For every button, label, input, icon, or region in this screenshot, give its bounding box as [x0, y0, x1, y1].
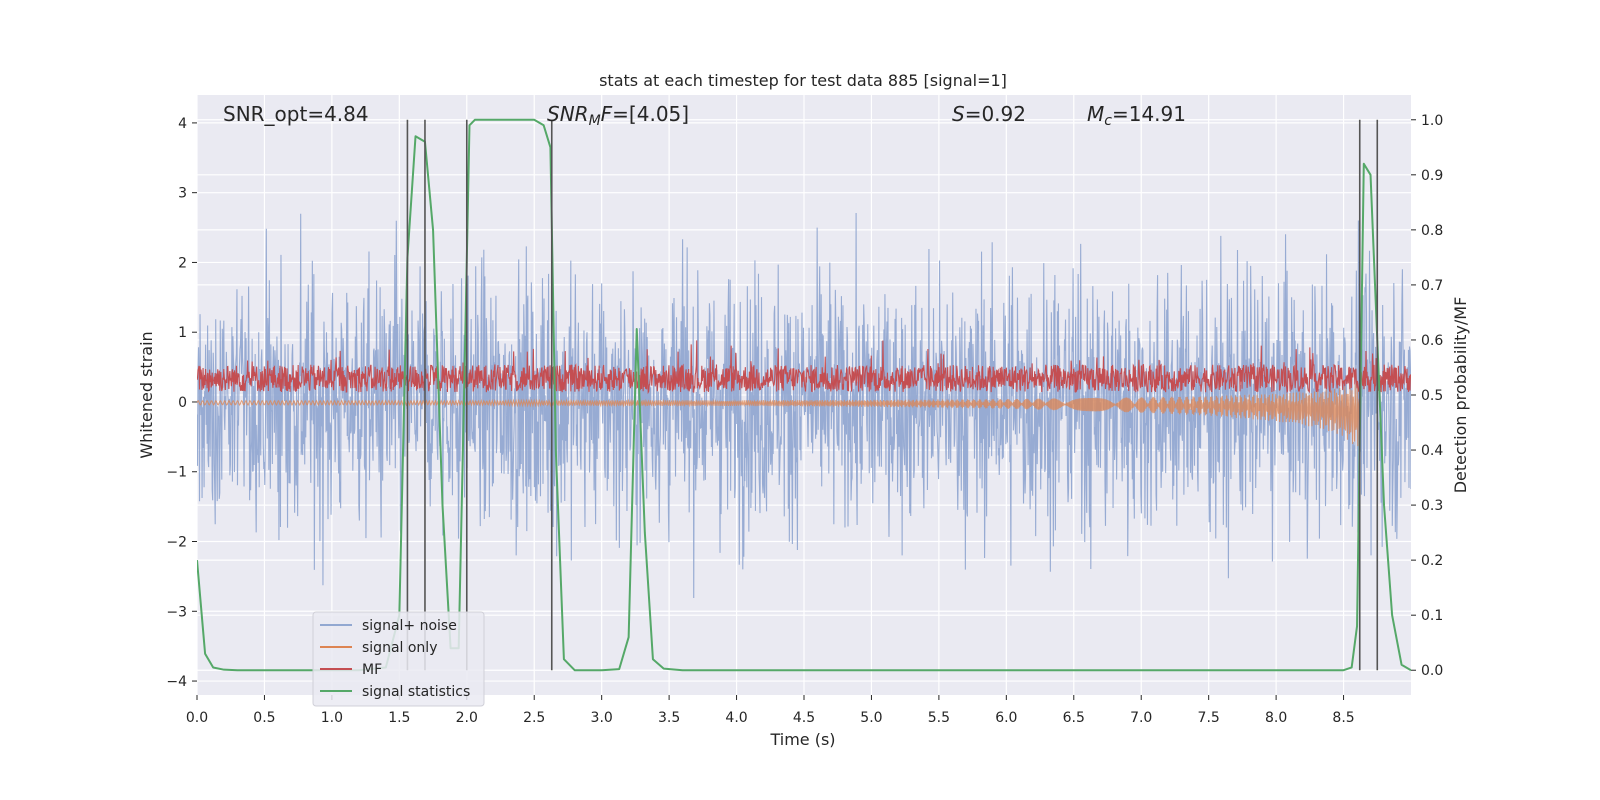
annotation-mc: Mc=14.91 — [1087, 102, 1186, 129]
x-tick-label: 5.5 — [928, 710, 950, 726]
x-tick-label: 2.0 — [456, 710, 478, 726]
legend-label-signal-only: signal only — [362, 640, 437, 656]
annotation-snr-opt: SNR_opt=4.84 — [223, 102, 369, 126]
y-axis-label: Whitened strain — [137, 331, 156, 458]
y-tick-label: −2 — [166, 535, 187, 551]
chart-title: stats at each timestep for test data 885… — [599, 71, 1007, 90]
data-layer — [197, 118, 1411, 672]
y2-tick-label: 1.0 — [1421, 113, 1443, 129]
annotation-snr-mf: SNRMF=[4.05] — [547, 102, 689, 129]
y-tick-label: 3 — [178, 186, 187, 202]
x-tick-label: 7.0 — [1130, 710, 1152, 726]
series-mf — [197, 340, 1411, 395]
y2-tick-label: 0.2 — [1421, 553, 1443, 569]
x-tick-label: 0.5 — [253, 710, 275, 726]
y2-tick-label: 0.1 — [1421, 608, 1443, 624]
vertical-markers — [406, 119, 1379, 671]
x-tick-label: 6.0 — [995, 710, 1017, 726]
x-tick-label: 4.0 — [725, 710, 747, 726]
x-tick-label: 4.5 — [793, 710, 815, 726]
x-tick-label: 3.0 — [591, 710, 613, 726]
annotation-snr-mf-sub: M — [589, 113, 601, 129]
x-tick-label: 8.0 — [1265, 710, 1287, 726]
annotation-snr-mf-main: SNR — [547, 102, 589, 126]
y-tick-label: 4 — [178, 116, 187, 132]
x-tick-label: 5.0 — [860, 710, 882, 726]
y2-tick-label: 0.5 — [1421, 388, 1443, 404]
y2-ticks: 1.0 0.9 0.8 0.7 0.6 0.5 0.4 0.3 0.2 0.1 0.0 — [1411, 113, 1443, 679]
y-tick-label: 1 — [178, 325, 187, 341]
legend-box — [312, 611, 485, 707]
legend: signal+ noise signal only MF signal stat… — [312, 611, 485, 707]
y2-tick-label: 0.0 — [1421, 663, 1443, 679]
legend-label-mf: MF — [362, 662, 382, 678]
x-tick-label: 0.0 — [186, 710, 208, 726]
y2-axis-label: Detection probability/MF — [1451, 297, 1470, 494]
x-tick-label: 2.5 — [523, 710, 545, 726]
y2-tick-label: 0.3 — [1421, 498, 1443, 514]
x-axis-label: Time (s) — [769, 730, 835, 749]
x-tick-label: 1.5 — [388, 710, 410, 726]
y2-tick-label: 0.7 — [1421, 278, 1443, 294]
x-tick-label: 8.5 — [1332, 710, 1354, 726]
y-tick-label: −3 — [166, 604, 187, 620]
annotation-s-value: =0.92 — [965, 102, 1026, 126]
x-tick-label: 7.5 — [1198, 710, 1220, 726]
legend-label-signal-noise: signal+ noise — [362, 618, 457, 634]
y2-tick-label: 0.9 — [1421, 168, 1443, 184]
y2-tick-label: 0.6 — [1421, 333, 1443, 349]
annotation-mc-sub: c — [1104, 113, 1112, 129]
series-signal-only — [197, 383, 1361, 450]
annotation-snr-mf-f: F — [601, 102, 613, 126]
annotation-mc-value: =14.91 — [1112, 102, 1186, 126]
y-ticks: 4 3 2 1 0 −1 −2 −3 −4 — [166, 116, 197, 690]
legend-label-signal-statistics: signal statistics — [362, 684, 470, 700]
y-tick-label: 0 — [178, 395, 187, 411]
annotation-s: S=0.92 — [952, 102, 1026, 126]
annotation-mc-main: M — [1087, 102, 1104, 126]
annotation-snr-mf-value: =[4.05] — [612, 102, 689, 126]
y-tick-label: −4 — [166, 674, 187, 690]
x-tick-label: 3.5 — [658, 710, 680, 726]
y-tick-label: −1 — [166, 465, 187, 481]
x-tick-label: 1.0 — [321, 710, 343, 726]
y2-tick-label: 0.8 — [1421, 223, 1443, 239]
y-tick-label: 2 — [178, 255, 187, 271]
x-ticks: 0.0 0.5 1.0 1.5 2.0 2.5 3.0 3.5 4.0 4.5 5.0 5.5 6.0 6… — [186, 695, 1355, 726]
y2-tick-label: 0.4 — [1421, 443, 1443, 459]
x-tick-label: 6.5 — [1063, 710, 1085, 726]
annotation-s-main: S — [952, 102, 965, 126]
